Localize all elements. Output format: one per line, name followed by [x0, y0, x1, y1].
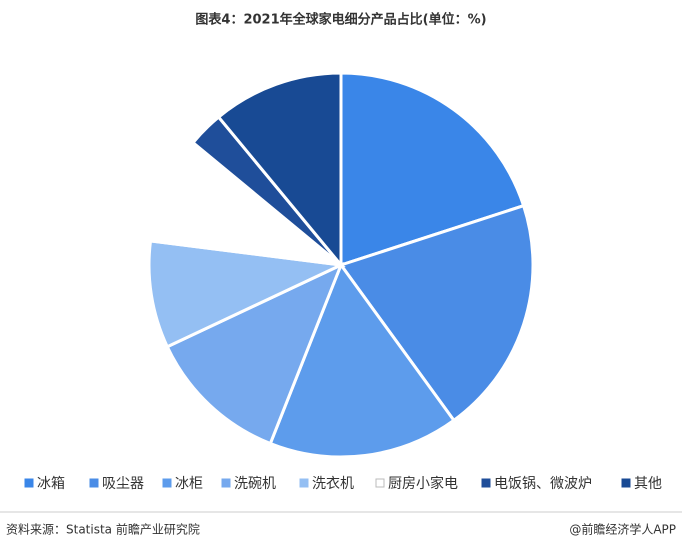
legend-marker — [162, 478, 172, 488]
pie-slice — [147, 239, 347, 349]
legend-label: 冰柜 — [175, 476, 203, 492]
legend-label: 冰箱 — [37, 476, 65, 492]
pie-slice — [165, 262, 344, 446]
chart-title: 图表4：2021年全球家电细分产品占比(单位：%) — [195, 12, 486, 28]
pie-slice — [268, 261, 456, 459]
legend-marker — [481, 478, 491, 488]
brand: @前瞻经济学人APP — [569, 522, 676, 537]
pie-slice — [339, 71, 526, 268]
legend-marker — [299, 478, 309, 488]
legend-label: 洗衣机 — [312, 476, 354, 492]
legend-label: 其他 — [634, 476, 662, 492]
pie-slice — [338, 203, 535, 423]
pie-slice — [148, 140, 346, 268]
legend-marker — [221, 478, 231, 488]
legend-marker — [89, 478, 99, 488]
legend-label: 吸尘器 — [102, 476, 144, 492]
legend-label: 电饭锅、微波炉 — [494, 476, 592, 492]
legend-label: 洗碗机 — [234, 476, 276, 492]
legend-marker — [621, 478, 631, 488]
legend-marker — [24, 478, 34, 488]
pie-slice — [216, 71, 343, 270]
legend-marker — [375, 478, 385, 488]
source: 资料来源：Statista 前瞻产业研究院 — [6, 522, 200, 537]
legend-label: 厨房小家电 — [388, 475, 458, 492]
